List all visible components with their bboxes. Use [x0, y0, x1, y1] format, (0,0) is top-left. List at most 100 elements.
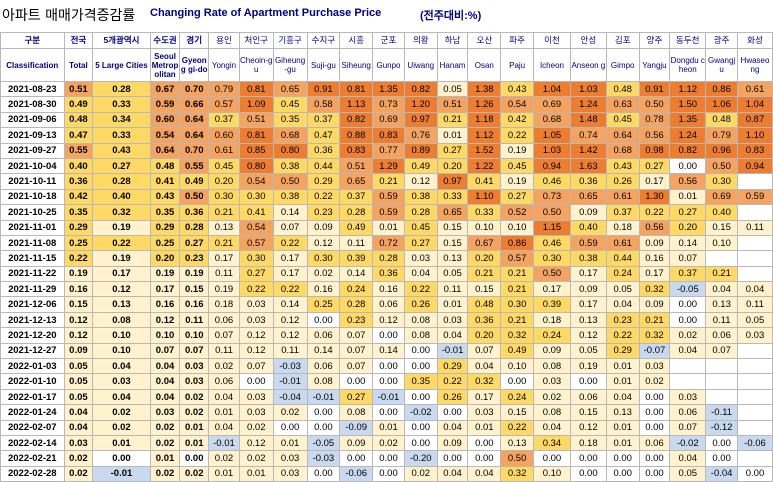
value-cell: 0.14 [339, 265, 374, 283]
value-cell: 0.03 [436, 311, 469, 329]
value-cell: 0.49 [179, 173, 210, 190]
value-cell: 0.00 [569, 450, 607, 467]
value-cell: 0.38 [569, 250, 607, 267]
value-cell: 0.20 [149, 250, 181, 267]
value-cell: 0.24 [533, 327, 571, 344]
value-cell: 0.50 [500, 450, 535, 467]
column-header-kr: 경기 [179, 32, 210, 49]
value-cell: 0.05 [63, 373, 94, 390]
value-cell: 0.20 [467, 250, 502, 267]
value-cell: 0.47 [63, 127, 94, 144]
value-cell: 0.10 [92, 342, 151, 360]
table-body: 2021-08-23 0.51 0.28 0.67 0.70 0.79 0.81 0.65 0.… [0, 80, 773, 482]
value-cell: 0.21 [705, 265, 738, 283]
value-cell: -0.01 [372, 388, 405, 406]
value-cell: 0.32 [500, 327, 535, 344]
value-cell: 1.29 [372, 157, 405, 175]
value-cell: 0.13 [569, 311, 607, 329]
value-cell: 0.59 [149, 96, 181, 113]
value-cell: 0.91 [638, 80, 671, 98]
value-cell: 0.13 [436, 250, 469, 267]
value-cell: 0.13 [500, 434, 535, 452]
value-cell: -0.05 [306, 434, 341, 452]
value-cell: 1.30 [638, 188, 671, 206]
value-cell: 0.15 [63, 296, 94, 313]
value-cell [737, 388, 773, 406]
value-cell: 0.17 [92, 265, 151, 283]
value-cell: 0.97 [436, 173, 469, 190]
value-cell: 0.02 [238, 450, 274, 467]
value-cell: 0.83 [339, 142, 374, 159]
value-cell: 0.37 [605, 204, 640, 221]
value-cell: 0.30 [238, 188, 274, 206]
value-cell [705, 388, 738, 406]
value-cell: 0.27 [638, 157, 671, 175]
table-row: 2021-12-27 0.09 0.10 0.07 0.07 0.11 0.12 0.11 0.… [0, 342, 773, 360]
value-cell: 0.83 [372, 127, 405, 144]
value-cell: 0.49 [500, 342, 535, 360]
value-cell: 0.22 [92, 234, 151, 252]
value-cell: 1.35 [669, 111, 707, 129]
value-cell: 0.03 [272, 465, 308, 482]
value-cell: 0.00 [372, 465, 405, 482]
value-cell: 0.12 [238, 327, 274, 344]
value-cell: 0.12 [403, 173, 438, 190]
value-cell: 0.45 [208, 157, 240, 175]
table-row: 2021-09-06 0.48 0.34 0.60 0.64 0.37 0.51 0.35 0.… [0, 111, 773, 129]
row-date: 2021-12-27 [0, 342, 65, 360]
value-cell: 0.98 [638, 142, 671, 159]
value-cell: 0.07 [149, 342, 181, 360]
value-cell: 0.22 [436, 373, 469, 390]
value-cell: 0.68 [272, 127, 308, 144]
column-header-en: Giheung -gu [272, 48, 308, 82]
value-cell: 0.01 [238, 465, 274, 482]
value-cell: 0.12 [272, 327, 308, 344]
value-cell: 0.19 [63, 265, 94, 283]
value-cell: 0.17 [149, 281, 181, 298]
value-cell: 0.64 [605, 127, 640, 144]
value-cell: 0.01 [179, 434, 210, 452]
value-cell: 0.26 [605, 173, 640, 190]
value-cell: 0.15 [500, 404, 535, 421]
value-cell: 0.01 [208, 465, 240, 482]
value-cell: 0.05 [669, 465, 707, 482]
table-row: 2021-12-13 0.12 0.08 0.12 0.11 0.06 0.03 0.12 0.… [0, 311, 773, 329]
value-cell: 0.49 [403, 157, 438, 175]
value-cell: 0.08 [403, 327, 438, 344]
value-cell: 0.05 [63, 358, 94, 375]
value-cell: 0.50 [533, 265, 571, 283]
row-date: 2022-02-21 [0, 450, 65, 467]
value-cell: 0.04 [92, 358, 151, 375]
value-cell: 0.44 [306, 157, 341, 175]
row-date: 2021-12-20 [0, 327, 65, 344]
row-date: 2021-09-06 [0, 111, 65, 129]
value-cell: 0.94 [533, 157, 571, 175]
value-cell: 0.13 [705, 296, 738, 313]
value-cell: 0.46 [533, 173, 571, 190]
value-cell: 0.50 [705, 157, 738, 175]
value-cell: 0.00 [306, 404, 341, 421]
value-cell: 0.11 [179, 311, 210, 329]
value-cell: 0.15 [569, 404, 607, 421]
row-date: 2021-10-04 [0, 157, 65, 175]
value-cell: 0.40 [569, 219, 607, 236]
value-cell: 0.35 [63, 204, 94, 221]
value-cell: 0.33 [92, 96, 151, 113]
value-cell: 0.17 [638, 173, 671, 190]
value-cell: 1.13 [339, 96, 374, 113]
column-header-en: Paju [500, 48, 535, 82]
value-cell: 0.37 [669, 265, 707, 283]
value-cell: 0.28 [92, 173, 151, 190]
value-cell: 0.02 [533, 388, 571, 406]
value-cell: 0.12 [63, 311, 94, 329]
value-cell: 0.03 [238, 404, 274, 421]
value-cell: 0.80 [272, 142, 308, 159]
value-cell: 0.09 [63, 342, 94, 360]
value-cell: 0.35 [272, 111, 308, 129]
value-cell: 0.00 [179, 450, 210, 467]
value-cell: 0.68 [605, 142, 640, 159]
row-date: 2022-02-28 [0, 465, 65, 482]
value-cell: 1.10 [467, 188, 502, 206]
value-cell: 0.05 [63, 388, 94, 406]
value-cell: 0.27 [500, 188, 535, 206]
